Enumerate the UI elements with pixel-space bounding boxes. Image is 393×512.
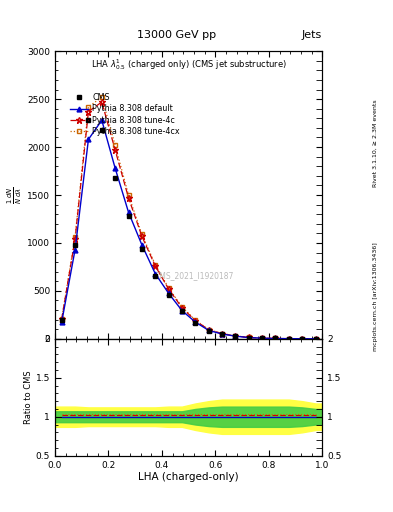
Text: Jets: Jets [302,30,322,40]
Y-axis label: $\frac{1}{N}\frac{dN}{d\lambda}$: $\frac{1}{N}\frac{dN}{d\lambda}$ [6,186,24,204]
Text: LHA $\lambda^{1}_{0.5}$ (charged only) (CMS jet substructure): LHA $\lambda^{1}_{0.5}$ (charged only) (… [91,57,286,72]
Text: Rivet 3.1.10, ≥ 2.3M events: Rivet 3.1.10, ≥ 2.3M events [373,99,378,187]
X-axis label: LHA (charged-only): LHA (charged-only) [138,472,239,482]
Y-axis label: Ratio to CMS: Ratio to CMS [24,371,33,424]
Text: 13000 GeV pp: 13000 GeV pp [137,30,217,40]
Text: mcplots.cern.ch [arXiv:1306.3436]: mcplots.cern.ch [arXiv:1306.3436] [373,243,378,351]
Text: CMS_2021_I1920187: CMS_2021_I1920187 [154,271,234,280]
Legend: CMS, Pythia 8.308 default, Pythia 8.308 tune-4c, Pythia 8.308 tune-4cx: CMS, Pythia 8.308 default, Pythia 8.308 … [67,90,183,139]
